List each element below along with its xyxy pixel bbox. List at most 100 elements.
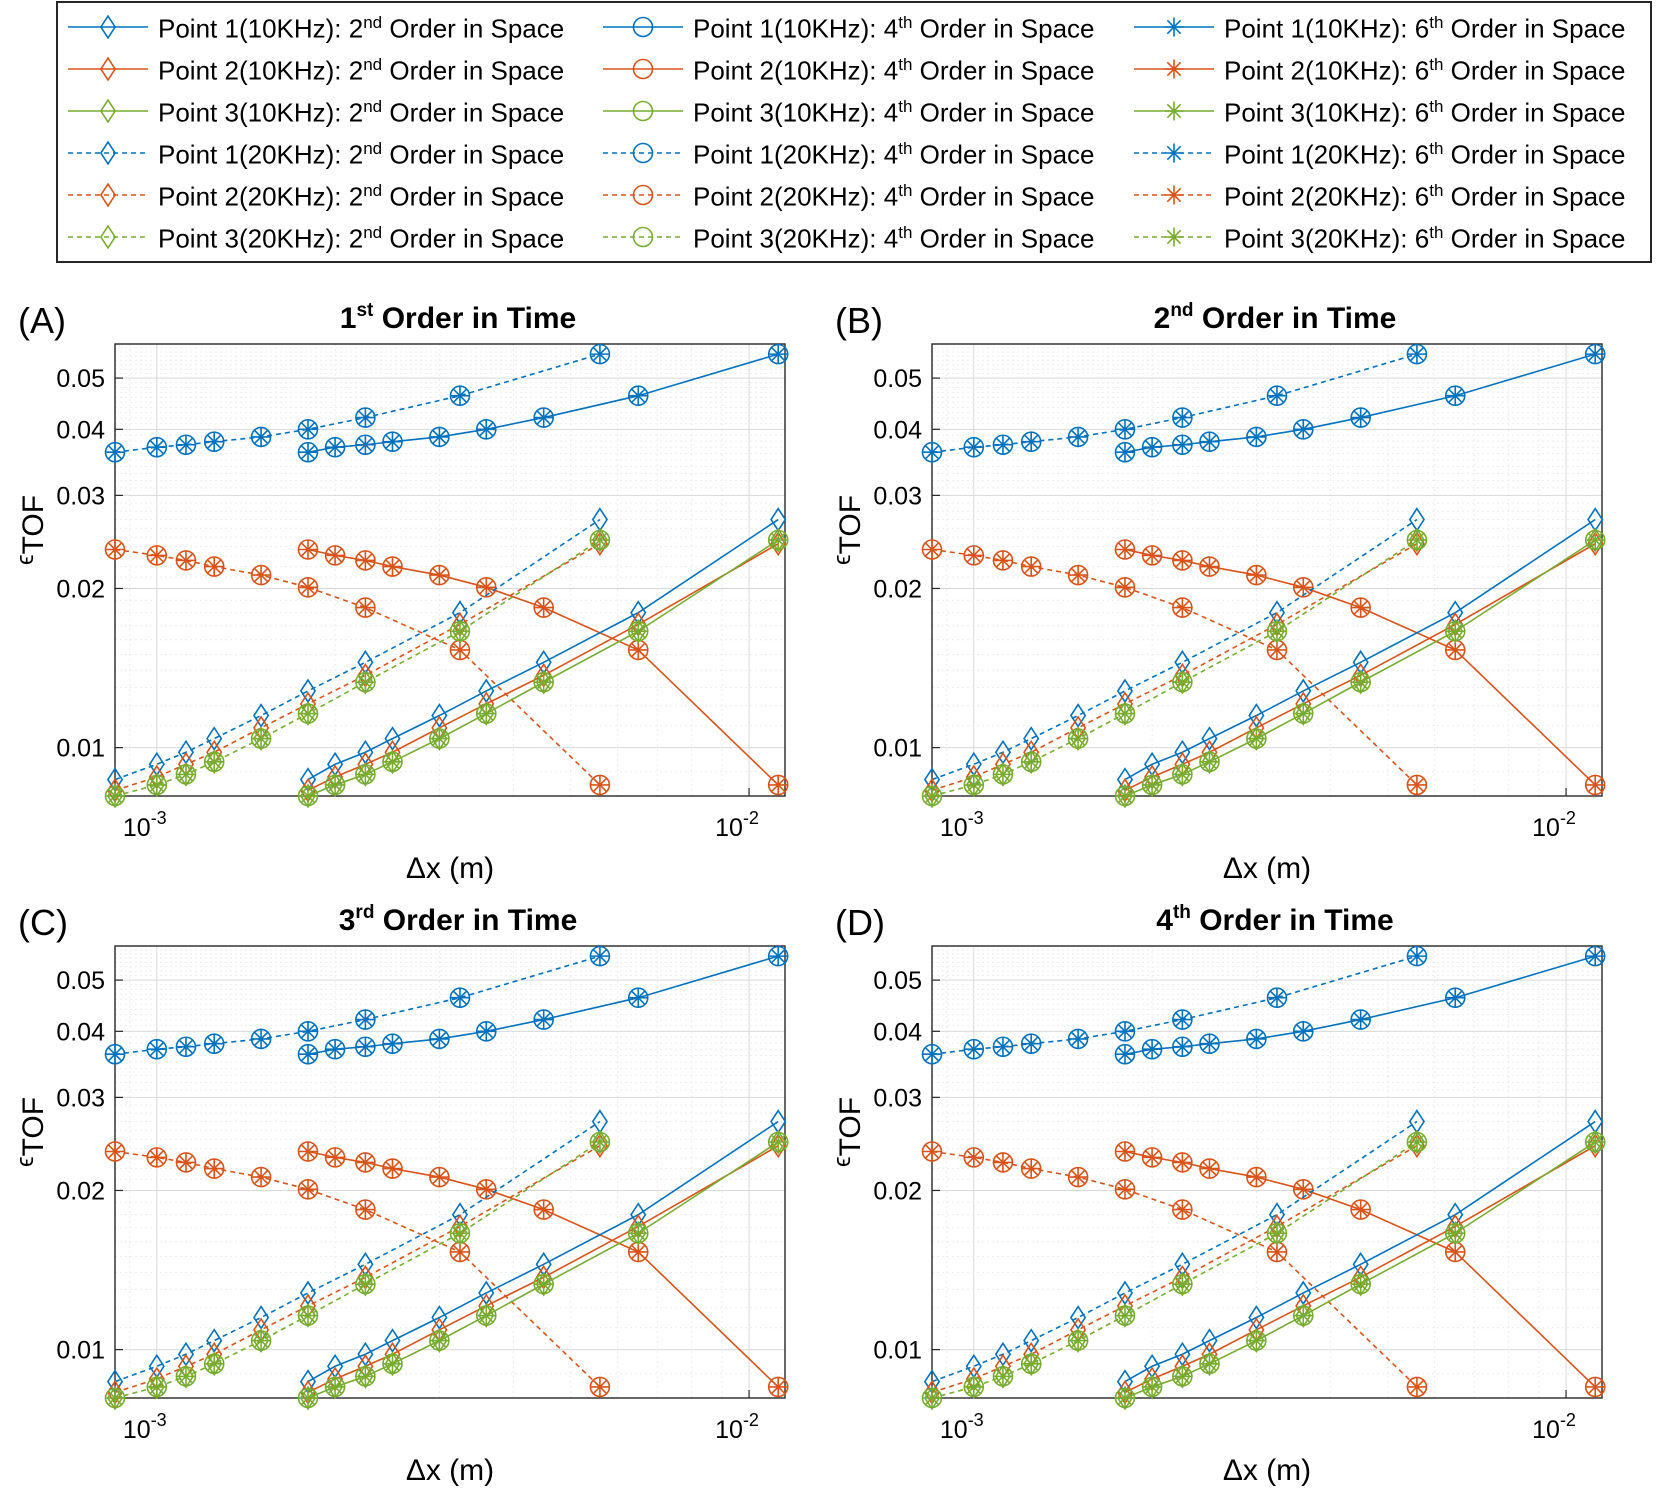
legend-marker-asterisk-icon (1164, 185, 1184, 205)
legend-entry: Point 3(20KHz): 4th Order in Space (597, 215, 1117, 257)
series-point2-10khz-2nd (307, 543, 779, 792)
series-point2-20khz-2nd (114, 543, 601, 792)
legend-entry: Point 3(20KHz): 2nd Order in Space (62, 215, 582, 257)
data-point (922, 1044, 942, 1064)
data-point (355, 1200, 375, 1220)
series-point1-20khz-2nd (931, 1120, 1418, 1383)
data-point (206, 726, 223, 752)
data-point (325, 1147, 345, 1167)
panel-b: 0.01 0.02 0.03 0.04 0.05 10-3 10-2 Δx (m) ϵTOF (B… (829, 300, 1606, 885)
data-point (382, 432, 402, 452)
panel-label: (A) (18, 300, 66, 341)
data-point (1115, 1044, 1135, 1064)
data-point (1246, 1167, 1266, 1187)
legend-entry: Point 2(20KHz): 6th Order in Space (1128, 173, 1648, 215)
legend-label: Point 2(20KHz): 6th Order in Space (1224, 181, 1626, 212)
data-point (1068, 1167, 1088, 1187)
series-point1-10khz-2nd (1124, 518, 1596, 781)
data-point (1351, 672, 1371, 692)
data-point (1351, 1274, 1371, 1294)
data-point (450, 386, 470, 406)
data-point (204, 557, 224, 577)
data-point (534, 1274, 554, 1294)
legend-marker-asterisk-icon (1164, 143, 1184, 163)
data-point (1199, 432, 1219, 452)
data-point (1351, 598, 1371, 618)
data-point (298, 1021, 318, 1041)
data-point (382, 557, 402, 577)
legend-entry: Point 3(10KHz): 4th Order in Space (597, 89, 1117, 131)
series-point3-20khz (114, 539, 601, 797)
data-point (1115, 577, 1135, 597)
data-point (993, 1366, 1013, 1386)
legend-label: Point 3(20KHz): 4th Order in Space (693, 223, 1095, 254)
data-point (1172, 598, 1192, 618)
data-point (1172, 672, 1192, 692)
x-tick-label: 10-3 (940, 1410, 984, 1444)
data-point (922, 1141, 942, 1161)
data-point (105, 1044, 125, 1064)
legend-entry: Point 3(10KHz): 2nd Order in Space (62, 89, 582, 131)
data-point (1293, 1306, 1313, 1326)
data-point (298, 1306, 318, 1326)
legend-marker-asterisk-icon (1164, 227, 1184, 247)
legend-label: Point 1(20KHz): 2nd Order in Space (158, 139, 565, 170)
data-point (299, 678, 317, 704)
data-point (768, 1132, 788, 1152)
data-point (476, 1021, 496, 1041)
data-point (476, 1306, 496, 1326)
data-point (1068, 729, 1088, 749)
data-point (298, 786, 318, 806)
axes-box (114, 945, 786, 1399)
data-point (1246, 565, 1266, 585)
data-point (1115, 442, 1135, 462)
data-point (1407, 1377, 1427, 1397)
y-tick-label: 0.01 (56, 735, 105, 763)
data-point (147, 1147, 167, 1167)
data-point (1142, 1147, 1162, 1167)
data-point (450, 640, 470, 660)
data-point (1021, 1354, 1041, 1374)
x-tick-label: 10-2 (715, 808, 759, 842)
x-axis-label: Δx (m) (1223, 1454, 1311, 1487)
data-point (1021, 752, 1041, 772)
data-point (1172, 408, 1192, 428)
data-point (1246, 729, 1266, 749)
data-point (534, 1200, 554, 1220)
data-point (1068, 565, 1088, 585)
legend-marker-asterisk-icon (1164, 59, 1184, 79)
data-point (450, 621, 470, 641)
legend-marker-diamond-icon (99, 14, 117, 40)
data-point (1021, 432, 1041, 452)
legend: Point 1(10KHz): 2nd Order in Space Point … (56, 1, 1652, 263)
data-point (206, 1328, 223, 1354)
data-point (1445, 988, 1465, 1008)
data-point (355, 408, 375, 428)
data-point (1445, 386, 1465, 406)
data-point (993, 764, 1013, 784)
data-point (1267, 621, 1287, 641)
series-point2-10khz-2nd (307, 1145, 779, 1394)
data-point (628, 988, 648, 1008)
legend-label: Point 2(20KHz): 2nd Order in Space (158, 181, 565, 212)
data-point (1172, 764, 1192, 784)
series-point2-20khz-2nd (931, 543, 1418, 792)
legend-label: Point 1(20KHz): 6th Order in Space (1224, 139, 1626, 170)
data-point (325, 545, 345, 565)
data-point (251, 427, 271, 447)
legend-entry: Point 3(10KHz): 6th Order in Space (1128, 89, 1648, 131)
data-point (450, 1223, 470, 1243)
series-point2-10khz-2nd (1124, 1145, 1596, 1394)
data-point (1445, 1223, 1465, 1243)
legend-label: Point 3(10KHz): 4th Order in Space (693, 97, 1095, 128)
x-tick-label: 10-2 (1532, 1410, 1576, 1444)
y-axis-label: ϵTOF (12, 495, 50, 565)
x-tick-label: 10-2 (715, 1410, 759, 1444)
data-point (964, 775, 984, 795)
data-point (534, 1010, 554, 1030)
data-point (1172, 1037, 1192, 1057)
data-point (355, 1366, 375, 1386)
data-point (1068, 1331, 1088, 1351)
data-point (298, 1044, 318, 1064)
data-point (176, 550, 196, 570)
